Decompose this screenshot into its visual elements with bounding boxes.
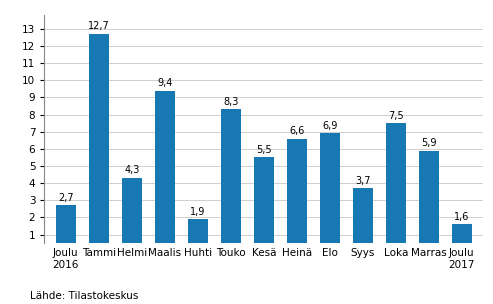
Bar (155, 91, 175, 252)
Bar (221, 109, 241, 252)
Text: 6,9: 6,9 (322, 121, 337, 131)
Bar (386, 123, 406, 252)
Text: 2,7: 2,7 (58, 193, 73, 203)
Text: 7,5: 7,5 (388, 111, 404, 121)
Bar (188, 219, 208, 252)
Text: 3,7: 3,7 (355, 176, 370, 186)
Bar (452, 224, 472, 252)
Text: 1,6: 1,6 (454, 212, 469, 222)
Bar (89, 34, 108, 252)
Text: 4,3: 4,3 (124, 165, 140, 175)
Text: 9,4: 9,4 (157, 78, 173, 88)
Bar (287, 139, 307, 252)
Bar (419, 150, 439, 252)
Bar (320, 133, 340, 252)
Text: 6,6: 6,6 (289, 126, 305, 136)
Text: 5,5: 5,5 (256, 145, 272, 155)
Bar (353, 188, 373, 252)
Text: Lähde: Tilastokeskus: Lähde: Tilastokeskus (30, 291, 138, 301)
Text: 8,3: 8,3 (223, 97, 239, 107)
Bar (254, 157, 274, 252)
Text: 12,7: 12,7 (88, 22, 109, 32)
Bar (122, 178, 141, 252)
Text: 1,9: 1,9 (190, 207, 206, 217)
Bar (56, 206, 76, 252)
Text: 5,9: 5,9 (421, 138, 436, 148)
